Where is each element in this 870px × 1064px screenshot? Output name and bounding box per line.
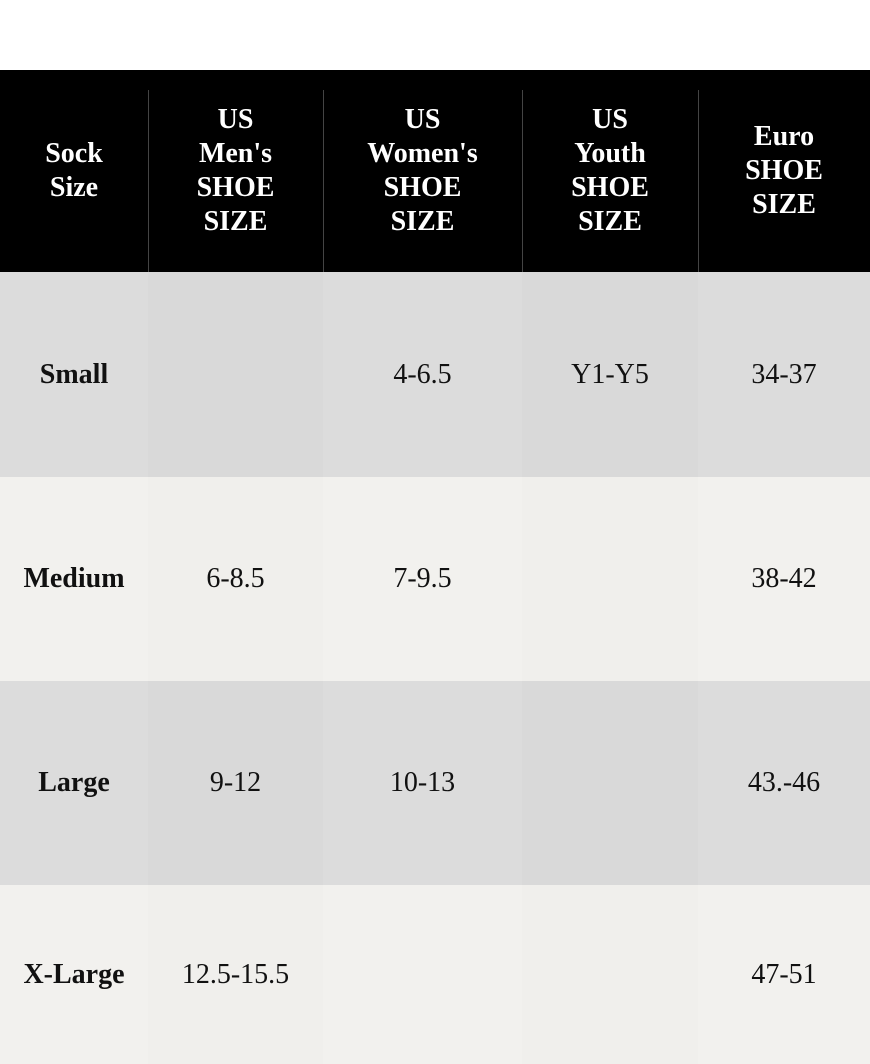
table-cell: 38-42 <box>751 563 817 594</box>
table-cell: 6-8.5 <box>148 477 323 681</box>
header-text: Euro <box>753 121 815 152</box>
table-cell: X-Large <box>23 958 125 990</box>
header-text: Youth <box>574 138 646 169</box>
header-text: SIZE <box>752 189 816 220</box>
table-cell: 12.5-15.5 <box>148 885 323 1064</box>
table-cell <box>522 885 698 1064</box>
table-cell: 9-12 <box>148 681 323 885</box>
header-text: SHOE <box>745 155 823 186</box>
header-text: Size <box>49 172 99 203</box>
table-cell: 4-6.5 <box>393 358 452 390</box>
table-cell <box>522 681 698 885</box>
header-cell: Euro SHOE SIZE <box>698 70 870 272</box>
header-text: SIZE <box>390 206 455 237</box>
table-row: Large 9-12 10-13 43.-46 <box>0 681 870 885</box>
header-text: SHOE <box>383 172 462 203</box>
header-text: SIZE <box>578 206 642 237</box>
table-cell: Medium <box>23 563 125 594</box>
table-row: X-Large 12.5-15.5 47-51 <box>0 885 870 1064</box>
table-row: Medium 6-8.5 7-9.5 38-42 <box>0 477 870 681</box>
header-text: SHOE <box>571 172 649 203</box>
column-divider <box>698 90 699 272</box>
column-divider <box>522 90 523 272</box>
header-text: SIZE <box>203 206 268 237</box>
table-cell <box>148 272 323 477</box>
table-row: Small 4-6.5 Y1-Y5 34-37 <box>0 272 870 477</box>
header-text: Men's <box>198 138 273 169</box>
header-cell: US Men's SHOE SIZE <box>148 70 323 272</box>
table-cell: 7-9.5 <box>393 563 452 594</box>
header-text: Sock <box>45 138 103 169</box>
header-text: US <box>592 104 628 135</box>
table-cell: 47-51 <box>751 958 817 990</box>
header-cell: Sock Size <box>0 70 148 272</box>
table-cell: 10-13 <box>389 767 456 798</box>
header-text: US <box>404 104 441 135</box>
header-cell: US Youth SHOE SIZE <box>522 70 698 272</box>
table-cell <box>323 885 522 1064</box>
table-cell: 34-37 <box>751 358 817 390</box>
header-text: Women's <box>367 138 478 169</box>
table-cell: 43.-46 <box>747 767 821 798</box>
table-cell: Large <box>38 767 110 798</box>
header-text: US <box>217 104 254 135</box>
table-cell: Y1-Y5 <box>522 272 698 477</box>
header-text: SHOE <box>196 172 275 203</box>
table-header: Sock Size US Men's SHOE SIZE US Women's SHOE SIZE… <box>0 70 870 272</box>
header-cell: US Women's SHOE SIZE <box>323 70 522 272</box>
column-divider <box>148 90 149 272</box>
table-cell: Small <box>39 358 109 390</box>
table-cell <box>522 477 698 681</box>
column-divider <box>323 90 324 272</box>
